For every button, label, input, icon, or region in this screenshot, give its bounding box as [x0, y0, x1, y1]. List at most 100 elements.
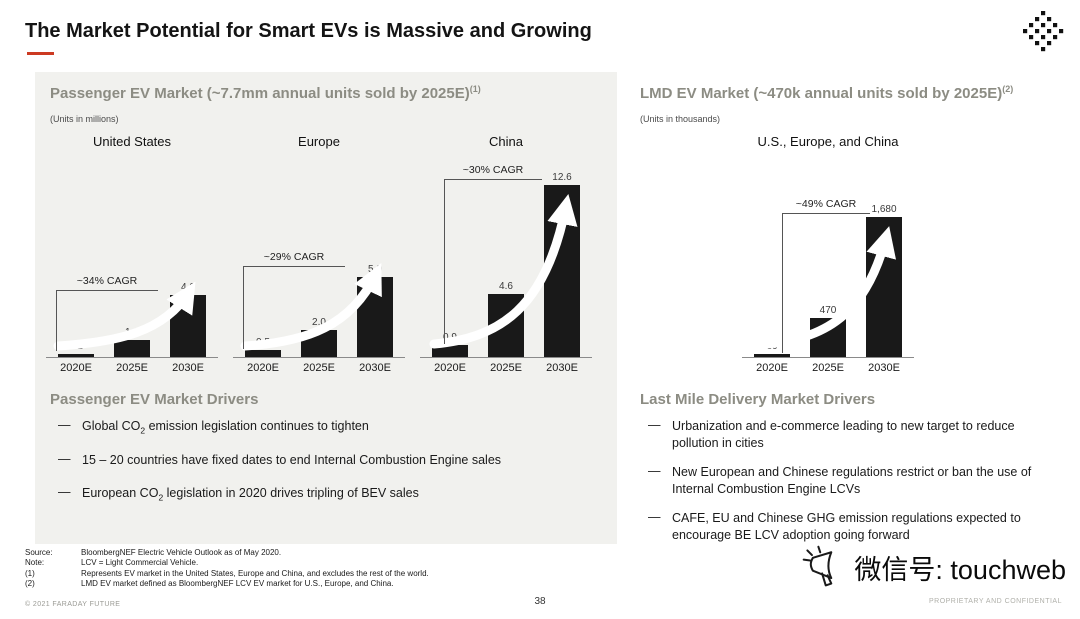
passenger-drivers-list: — Global CO2 emission legislation contin…	[58, 418, 583, 519]
bar-slot: 12.6	[538, 172, 586, 357]
category-label: 2030E	[546, 362, 578, 374]
faraday-future-logo-icon	[1023, 11, 1064, 52]
bar	[866, 217, 902, 357]
bar	[114, 340, 150, 357]
bar-value-label: 1.1	[125, 327, 139, 338]
bar-slot: 0.2	[52, 341, 100, 357]
page-number: 38	[534, 596, 546, 607]
bar-slot: 1.1	[108, 327, 156, 357]
footnote-text: Represents EV market in the United State…	[81, 568, 429, 578]
driver-text: European CO2 legislation in 2020 drives …	[82, 486, 419, 503]
category-axis: 2020E 2025E 2030E	[233, 362, 405, 374]
cagr-annotation: ~34% CAGR	[56, 275, 158, 351]
chart-title: U.S., Europe, and China	[757, 134, 899, 149]
footnote-row: (2) LMD EV market defined as BloombergNE…	[25, 579, 665, 589]
passenger-section-title: Passenger EV Market (~7.7mm annual units…	[50, 84, 481, 102]
footnote-label: (2)	[25, 579, 35, 589]
bar-value-label: 0.9	[443, 332, 457, 343]
footnotes: Source: BloombergNEF Electric Vehicle Ou…	[25, 548, 665, 590]
driver-item: — European CO2 legislation in 2020 drive…	[58, 485, 583, 507]
bar	[754, 354, 790, 357]
category-label: 2030E	[868, 362, 900, 374]
watermark-text: 微信号: touchweb	[854, 554, 1066, 585]
bar	[301, 330, 337, 357]
cagr-bracket-line	[56, 290, 158, 291]
footnote-label: Source:	[25, 548, 53, 557]
passenger-drivers-title: Passenger EV Market Drivers	[50, 391, 259, 408]
cagr-bracket-line	[782, 213, 870, 214]
cagr-bracket-tick	[243, 267, 244, 349]
footnote-text: BloombergNEF Electric Vehicle Outlook as…	[81, 548, 282, 557]
bar-slot: 0.9	[426, 332, 474, 357]
bars-area: 0.9 4.6 12.6	[420, 160, 592, 358]
category-label: 2020E	[247, 362, 279, 374]
bullet-dash: —	[648, 464, 661, 478]
page-title: The Market Potential for Smart EVs is Ma…	[25, 20, 592, 42]
footnote-row: (1) Represents EV market in the United S…	[25, 569, 665, 579]
bullet-dash: —	[58, 451, 71, 466]
chart-lmd: U.S., Europe, and China 30 470 1,680 202…	[742, 134, 914, 374]
bar-slot: 4.0	[164, 282, 212, 357]
bullet-dash: —	[648, 510, 661, 524]
driver-text: Global CO2 emission legislation continue…	[82, 419, 369, 436]
lmd-section-title: LMD EV Market (~470k annual units sold b…	[640, 84, 1014, 102]
bar-slot: 2.0	[295, 317, 343, 357]
bar	[58, 354, 94, 357]
driver-text: 15 – 20 countries have fixed dates to en…	[82, 452, 502, 467]
chart-title: China	[489, 134, 523, 149]
bar-value-label: 12.6	[552, 172, 572, 183]
bars-area: 30 470 1,680	[742, 160, 914, 358]
footnote-label: Note:	[25, 558, 45, 568]
driver-text: Urbanization and e-commerce leading to n…	[672, 419, 1015, 450]
chart-europe: Europe 0.5 2.0 5.9 2020E 2025E 2030E ~29…	[233, 134, 405, 374]
chart-title: United States	[92, 134, 172, 149]
category-label: 2025E	[116, 362, 148, 374]
category-label: 2025E	[490, 362, 522, 374]
watermark: 微信号: touchweb	[800, 544, 1066, 590]
bar-value-label: 0.5	[256, 337, 270, 348]
lmd-units-note: (Units in thousands)	[640, 114, 721, 124]
category-label: 2020E	[434, 362, 466, 374]
driver-item: — New European and Chinese regulations r…	[648, 464, 1048, 498]
footnote-text: LMD EV market defined as BloombergNEF LC…	[81, 579, 394, 589]
cagr-bracket-tick	[444, 180, 445, 344]
category-label: 2020E	[756, 362, 788, 374]
footnote-row: Note: LCV = Light Commercial Vehicle.	[25, 558, 665, 568]
cagr-bracket-line	[243, 266, 345, 267]
driver-item: — CAFE, EU and Chinese GHG emission regu…	[648, 510, 1048, 544]
bar-slot: 30	[748, 341, 796, 357]
bar-value-label: 1,680	[871, 204, 897, 215]
chart-title: Europe	[298, 134, 340, 149]
bar	[357, 277, 393, 357]
bar	[432, 345, 468, 357]
bar-value-label: 470	[819, 305, 837, 316]
footnote-row: Source: BloombergNEF Electric Vehicle Ou…	[25, 548, 665, 558]
category-label: 2025E	[812, 362, 844, 374]
bar-slot: 5.9	[351, 264, 399, 357]
title-accent-bar	[27, 52, 54, 55]
footnote-text: LCV = Light Commercial Vehicle.	[81, 558, 199, 568]
bar-value-label: 4.0	[181, 282, 195, 293]
bar-slot: 0.5	[239, 337, 287, 357]
driver-text: New European and Chinese regulations res…	[672, 465, 1032, 496]
driver-text: CAFE, EU and Chinese GHG emission regula…	[672, 511, 1021, 542]
megaphone-icon	[803, 545, 833, 587]
bar-value-label: 2.0	[312, 317, 326, 328]
bullet-dash: —	[58, 485, 71, 499]
bar	[488, 294, 524, 357]
cagr-bracket-tick	[56, 291, 57, 351]
bar	[170, 295, 206, 357]
bar-slot: 1,680	[860, 204, 908, 357]
cagr-bracket-line	[444, 179, 542, 180]
bars-area: 0.2 1.1 4.0	[46, 160, 218, 358]
chart-china: China 0.9 4.6 12.6 2020E 2025E 2030E ~30…	[420, 134, 592, 374]
bar-value-label: 30	[766, 341, 778, 352]
category-axis: 2020E 2025E 2030E	[420, 362, 592, 374]
lmd-drivers-title: Last Mile Delivery Market Drivers	[640, 391, 876, 408]
category-label: 2025E	[303, 362, 335, 374]
driver-item: — 15 – 20 countries have fixed dates to …	[58, 452, 583, 474]
category-label: 2020E	[60, 362, 92, 374]
passenger-footnote-ref: (1)	[469, 84, 481, 94]
driver-item: — Global CO2 emission legislation contin…	[58, 418, 583, 440]
lmd-footnote-ref: (2)	[1002, 84, 1014, 94]
